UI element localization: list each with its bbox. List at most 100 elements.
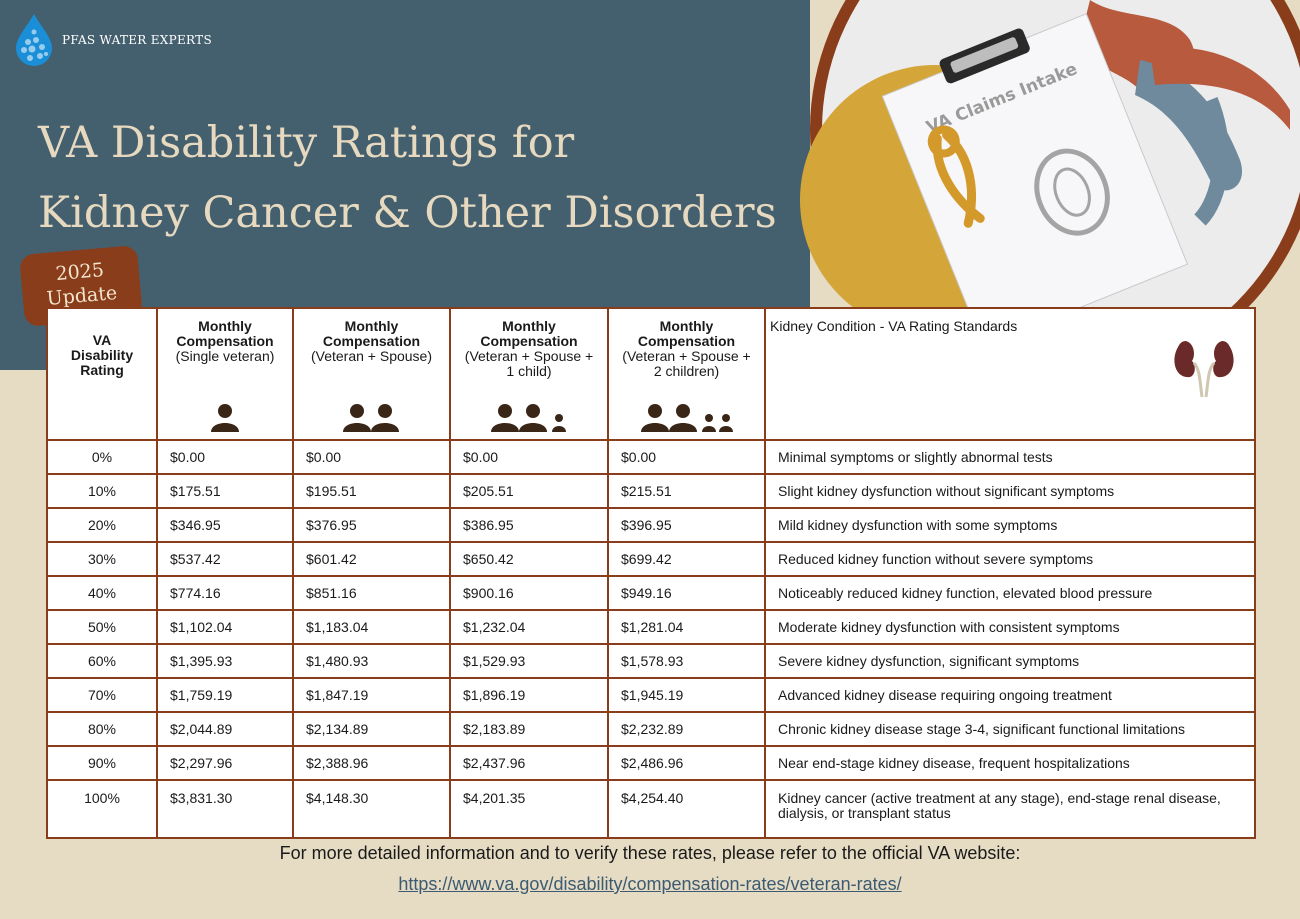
cell-child2: $396.95: [607, 507, 766, 543]
cell-single: $3,831.30: [156, 779, 294, 839]
cell-rating: 30%: [46, 541, 158, 577]
table-row: 60% $1,395.93 $1,480.93 $1,529.93 $1,578.93 S…: [46, 643, 1256, 679]
cell-condition: Slight kidney dysfunction without signif…: [764, 473, 1256, 509]
table-body: 0% $0.00 $0.00 $0.00 $0.00 Minimal symptoms o…: [46, 439, 1256, 839]
header-single-sub: (Single veteran): [175, 348, 275, 364]
cell-spouse: $2,134.89: [292, 711, 451, 747]
cell-rating: 0%: [46, 439, 158, 475]
table-row: 30% $537.42 $601.42 $650.42 $699.42 Reduced k…: [46, 541, 1256, 577]
cell-child2: $0.00: [607, 439, 766, 475]
header-condition: Kidney Condition - VA Rating Standards: [764, 307, 1256, 441]
cell-rating: 20%: [46, 507, 158, 543]
cell-child1: $900.16: [449, 575, 609, 611]
header-condition-label: Kidney Condition - VA Rating Standards: [770, 318, 1018, 334]
cell-spouse: $2,388.96: [292, 745, 451, 781]
cell-child2: $949.16: [607, 575, 766, 611]
cell-spouse: $1,480.93: [292, 643, 451, 679]
couple-icon-group: [294, 402, 449, 435]
header-spouse-label: Monthly Compensation: [322, 318, 421, 349]
table-row: 100% $3,831.30 $4,148.30 $4,201.35 $4,254.40…: [46, 779, 1256, 839]
cell-single: $175.51: [156, 473, 294, 509]
kidney-organ-icon: [1080, 0, 1290, 226]
family-one-child-icon: [491, 404, 566, 432]
cell-child1: $1,232.04: [449, 609, 609, 645]
cell-child2: $1,578.93: [607, 643, 766, 679]
cell-child2: $1,945.19: [607, 677, 766, 713]
cell-rating: 60%: [46, 643, 158, 679]
table-row: 20% $346.95 $376.95 $386.95 $396.95 Mild kidn…: [46, 507, 1256, 543]
cell-child1: $205.51: [449, 473, 609, 509]
cell-rating: 80%: [46, 711, 158, 747]
person-icon: [211, 404, 239, 432]
cell-single: $2,297.96: [156, 745, 294, 781]
cell-spouse: $1,847.19: [292, 677, 451, 713]
header-child2: Monthly Compensation (Veteran + Spouse +…: [607, 307, 766, 441]
cell-spouse: $851.16: [292, 575, 451, 611]
cell-child2: $2,232.89: [607, 711, 766, 747]
cell-single: $0.00: [156, 439, 294, 475]
page-title-line-2: Kidney Cancer & Other Disorders: [38, 188, 777, 238]
header-spouse: Monthly Compensation (Veteran + Spouse): [292, 307, 451, 441]
cell-condition: Chronic kidney disease stage 3-4, signif…: [764, 711, 1256, 747]
cell-rating: 40%: [46, 575, 158, 611]
cell-spouse: $0.00: [292, 439, 451, 475]
rates-table: VA Disability Rating Monthly Compensatio…: [46, 307, 1256, 839]
cell-child1: $2,183.89: [449, 711, 609, 747]
header-child2-label: Monthly Compensation: [637, 318, 736, 349]
person-icon-group: [158, 402, 292, 435]
cell-condition: Severe kidney dysfunction, significant s…: [764, 643, 1256, 679]
table-row: 80% $2,044.89 $2,134.89 $2,183.89 $2,232.89 C…: [46, 711, 1256, 747]
kidney-clipboard-illustration: VA Claims Intake: [800, 0, 1300, 330]
header-single-label: Monthly Compensation: [176, 318, 274, 349]
cell-condition: Near end-stage kidney disease, frequent …: [764, 745, 1256, 781]
couple-icon: [342, 404, 399, 432]
header-child1-label: Monthly Compensation: [480, 318, 578, 349]
va-rates-link[interactable]: https://www.va.gov/disability/compensati…: [398, 874, 902, 894]
cell-child1: $1,529.93: [449, 643, 609, 679]
cell-child2: $2,486.96: [607, 745, 766, 781]
cell-rating: 10%: [46, 473, 158, 509]
clipboard-icon: VA Claims Intake: [881, 13, 1189, 330]
cell-spouse: $376.95: [292, 507, 451, 543]
cell-spouse: $601.42: [292, 541, 451, 577]
cell-child1: $0.00: [449, 439, 609, 475]
cell-child2: $215.51: [607, 473, 766, 509]
cell-condition: Noticeably reduced kidney function, elev…: [764, 575, 1256, 611]
footer-note: For more detailed information and to ver…: [279, 843, 1021, 863]
brand-logo: PFAS WATER EXPERTS: [12, 12, 212, 68]
table-row: 90% $2,297.96 $2,388.96 $2,437.96 $2,486.96 N…: [46, 745, 1256, 781]
cell-condition: Mild kidney dysfunction with some sympto…: [764, 507, 1256, 543]
cell-single: $774.16: [156, 575, 294, 611]
cell-child2: $4,254.40: [607, 779, 766, 839]
cell-single: $346.95: [156, 507, 294, 543]
table-row: 10% $175.51 $195.51 $205.51 $215.51 Slight ki…: [46, 473, 1256, 509]
cell-child1: $650.42: [449, 541, 609, 577]
kidneys-icon: [1174, 341, 1234, 398]
table-header-row: VA Disability Rating Monthly Compensatio…: [46, 307, 1256, 441]
header-child1: Monthly Compensation (Veteran + Spouse +…: [449, 307, 609, 441]
table-row: 70% $1,759.19 $1,847.19 $1,896.19 $1,945.19 A…: [46, 677, 1256, 713]
page-title: VA Disability Ratings for Kidney Cancer …: [38, 108, 777, 248]
header-child2-sub: (Veteran + Spouse + 2 children): [622, 348, 751, 379]
page-title-line-1: VA Disability Ratings for: [38, 118, 575, 168]
cell-child1: $2,437.96: [449, 745, 609, 781]
cell-spouse: $195.51: [292, 473, 451, 509]
cell-condition: Minimal symptoms or slightly abnormal te…: [764, 439, 1256, 475]
cell-single: $2,044.89: [156, 711, 294, 747]
cell-child2: $699.42: [607, 541, 766, 577]
cell-rating: 70%: [46, 677, 158, 713]
family-two-children-icon-group: [609, 402, 764, 435]
cell-child1: $386.95: [449, 507, 609, 543]
header-spouse-sub: (Veteran + Spouse): [310, 348, 433, 364]
cell-child2: $1,281.04: [607, 609, 766, 645]
header-single: Monthly Compensation (Single veteran): [156, 307, 294, 441]
cell-rating: 50%: [46, 609, 158, 645]
family-one-child-icon-group: [451, 402, 607, 435]
water-drop-logo-icon: [16, 14, 52, 66]
family-two-children-icon: [640, 404, 733, 432]
table-row: 50% $1,102.04 $1,183.04 $1,232.04 $1,281.04 M…: [46, 609, 1256, 645]
cell-rating: 100%: [46, 779, 158, 839]
header-child1-sub: (Veteran + Spouse + 1 child): [464, 348, 594, 379]
brand-name: PFAS WATER EXPERTS: [62, 33, 213, 47]
cell-spouse: $4,148.30: [292, 779, 451, 839]
